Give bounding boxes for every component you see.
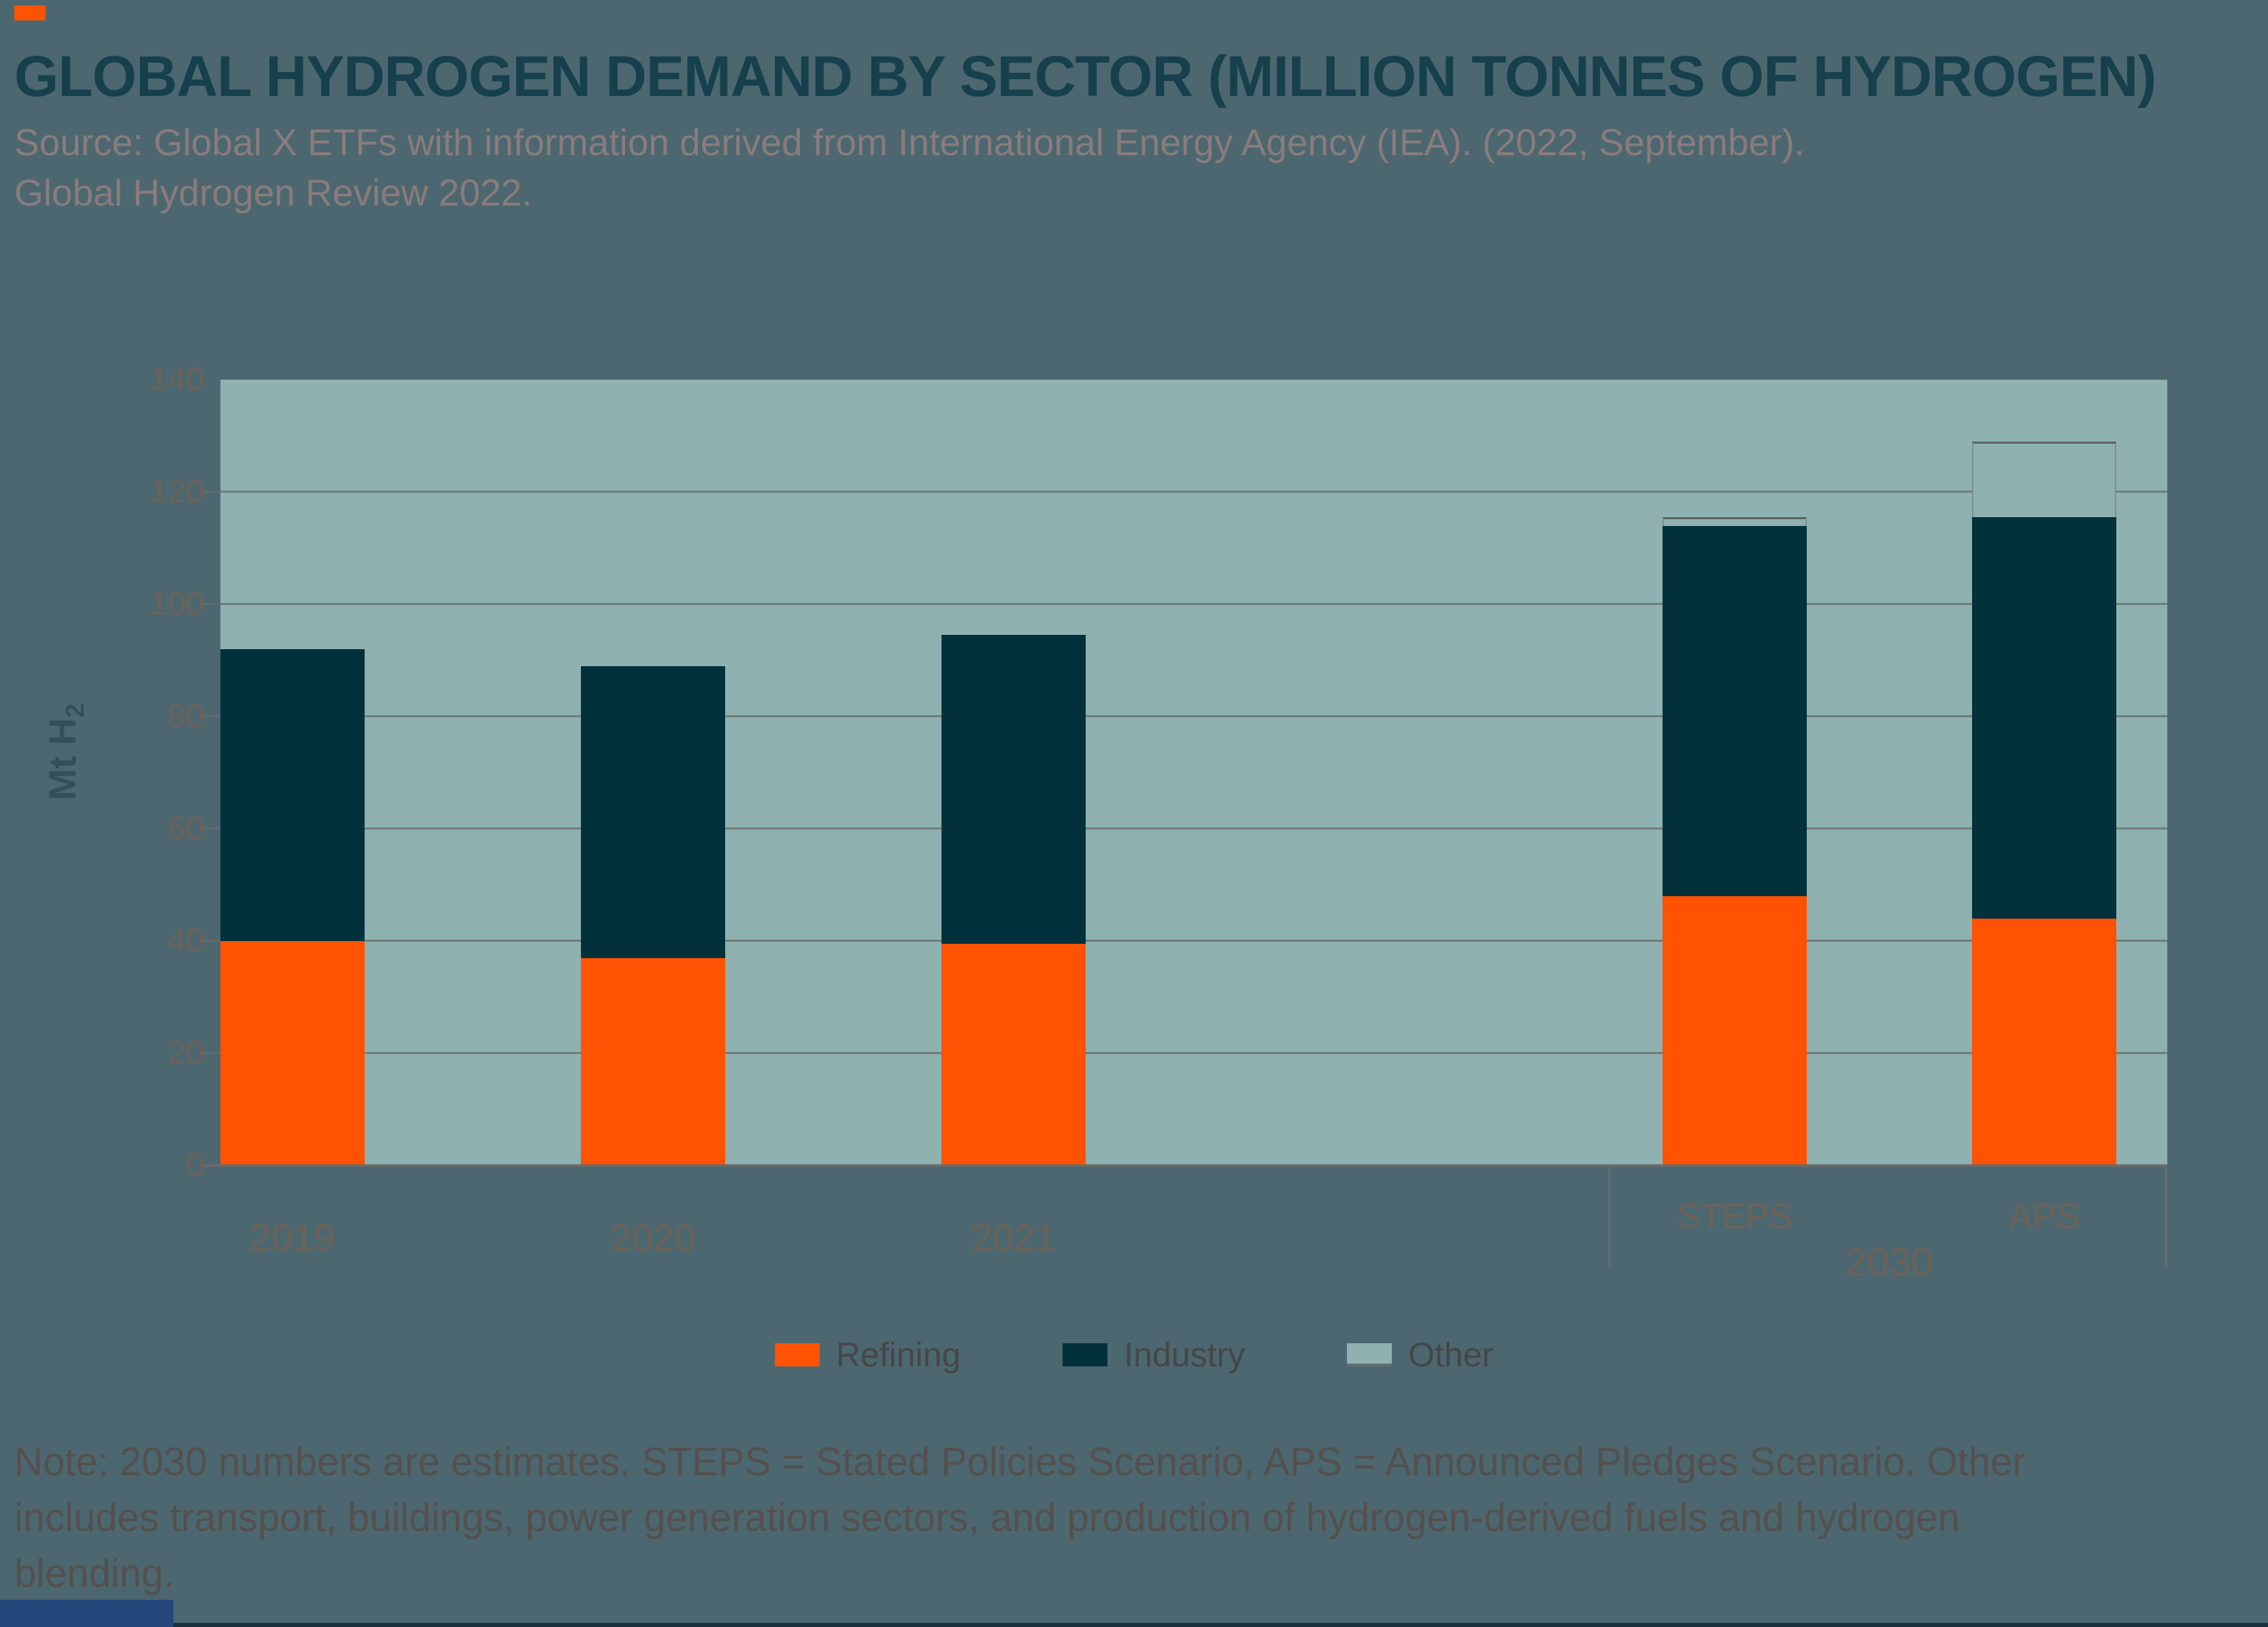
footnote-line-3: blending. bbox=[14, 1551, 175, 1596]
bar-2020 bbox=[581, 665, 725, 1166]
x-tick-label-2021: 2021 bbox=[971, 1216, 1056, 1259]
gridline-60 bbox=[203, 827, 2167, 829]
y-tick-label-80: 80 bbox=[167, 698, 204, 734]
legend-label-other: Other bbox=[1408, 1336, 1494, 1374]
legend-swatch-refining bbox=[774, 1343, 820, 1366]
legend-item-refining: Refining bbox=[774, 1335, 961, 1375]
gridline-80 bbox=[203, 715, 2167, 717]
bar-segment-industry-2020 bbox=[581, 665, 725, 958]
bar-segment-refining-2021 bbox=[941, 944, 1086, 1166]
bar-segment-industry-2021 bbox=[941, 635, 1086, 944]
source-line-2: Global Hydrogen Review 2022. bbox=[14, 171, 533, 214]
gridline-40 bbox=[203, 940, 2167, 942]
bar-segment-refining-steps bbox=[1663, 896, 1807, 1166]
group-bracket-right bbox=[2165, 1168, 2167, 1267]
bar-segment-other-aps bbox=[1972, 441, 2116, 518]
footnote: Note: 2030 numbers are estimates. STEPS … bbox=[14, 1434, 2025, 1602]
y-tick-label-40: 40 bbox=[167, 923, 204, 959]
x-tick-label-aps: APS bbox=[2008, 1197, 2080, 1236]
y-tick-label-20: 20 bbox=[167, 1035, 204, 1071]
x-tick-label-2019: 2019 bbox=[250, 1216, 335, 1259]
x-axis-line bbox=[203, 1164, 2167, 1167]
accent-bar bbox=[14, 5, 46, 20]
bar-segment-industry-steps bbox=[1663, 525, 1807, 896]
bar-2019 bbox=[220, 649, 365, 1166]
y-tick-label-100: 100 bbox=[149, 586, 204, 622]
footnote-line-1: Note: 2030 numbers are estimates. STEPS … bbox=[14, 1440, 2026, 1484]
bottom-border-strip bbox=[0, 1623, 2268, 1627]
plot-area bbox=[203, 380, 2167, 1167]
bar-segment-refining-2020 bbox=[581, 957, 725, 1166]
chart-title: GLOBAL HYDROGEN DEMAND BY SECTOR (MILLIO… bbox=[14, 44, 2156, 108]
legend-label-refining: Refining bbox=[835, 1336, 961, 1374]
x-tick-label-steps: STEPS bbox=[1676, 1197, 1793, 1236]
y-tick-label-120: 120 bbox=[149, 474, 204, 510]
y-tick-label-60: 60 bbox=[167, 810, 204, 847]
legend-item-industry: Industry bbox=[1063, 1335, 1245, 1375]
footer-brand-bar bbox=[0, 1600, 173, 1627]
bar-segment-refining-2019 bbox=[220, 941, 365, 1166]
bar-segment-other-steps bbox=[1663, 517, 1807, 526]
bar-segment-industry-aps bbox=[1972, 517, 2116, 919]
y-tick-label-140: 140 bbox=[149, 361, 204, 397]
footnote-line-2: includes transport, buildings, power gen… bbox=[14, 1496, 1960, 1540]
bar-segment-industry-2019 bbox=[220, 649, 365, 941]
legend-label-industry: Industry bbox=[1124, 1336, 1246, 1374]
gridline-20 bbox=[203, 1052, 2167, 1054]
source-line-1: Source: Global X ETFs with information d… bbox=[14, 121, 1805, 163]
legend-swatch-industry bbox=[1063, 1343, 1108, 1366]
gridline-100 bbox=[203, 603, 2167, 605]
bar-segment-refining-aps bbox=[1972, 919, 2116, 1166]
bar-2021 bbox=[941, 635, 1086, 1166]
source-text: Source: Global X ETFs with information d… bbox=[14, 117, 1805, 218]
legend-item-other: Other bbox=[1347, 1335, 1493, 1375]
gridline-120 bbox=[203, 491, 2167, 493]
x-group-label-2030: 2030 bbox=[1845, 1240, 1933, 1285]
group-bracket-left bbox=[1608, 1168, 1610, 1267]
legend: Refining Industry Other bbox=[0, 1335, 2268, 1375]
bar-aps bbox=[1972, 441, 2116, 1166]
y-tick-label-0: 0 bbox=[186, 1147, 204, 1183]
x-tick-label-2020: 2020 bbox=[610, 1216, 696, 1259]
bar-steps bbox=[1663, 517, 1807, 1166]
legend-swatch-other bbox=[1347, 1343, 1393, 1366]
